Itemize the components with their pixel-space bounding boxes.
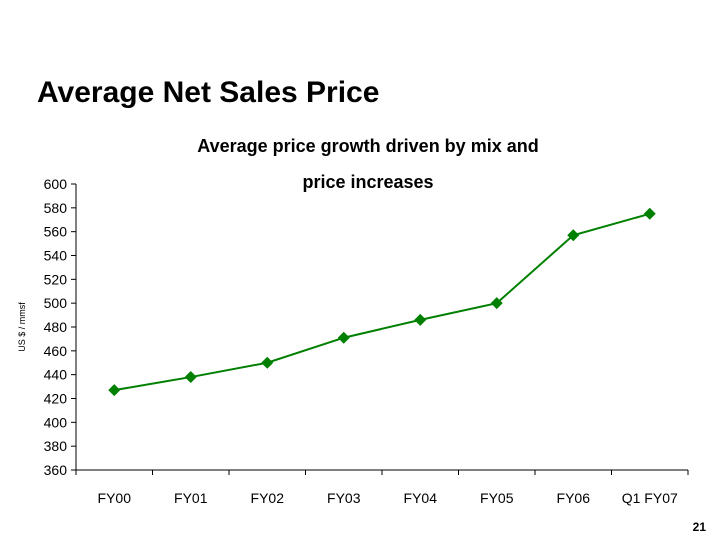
y-tick-label: 600 <box>44 176 68 192</box>
series-line <box>114 212 651 392</box>
y-tick-label: 520 <box>44 271 68 287</box>
data-point <box>567 229 580 242</box>
y-tick-label: 580 <box>44 200 68 216</box>
data-point <box>643 207 656 220</box>
data-point <box>490 297 503 310</box>
y-tick-label: 560 <box>44 224 68 240</box>
x-tick-label: FY02 <box>251 490 285 506</box>
data-point <box>108 384 121 397</box>
y-tick-label: 420 <box>44 391 68 407</box>
data-point <box>337 331 350 344</box>
page-number: 21 <box>692 520 706 534</box>
x-tick-label: FY06 <box>557 490 591 506</box>
y-axis-label: US $ / mmsf <box>17 302 27 352</box>
y-tick-label: 380 <box>44 438 68 454</box>
chart-title-line-1: Average price growth driven by mix and <box>197 136 539 156</box>
data-point <box>184 371 197 384</box>
x-tick-label: FY04 <box>404 490 438 506</box>
x-tick-label: FY05 <box>480 490 514 506</box>
chart-title-line-2: price increases <box>302 172 434 192</box>
y-tick-label: 360 <box>44 462 68 478</box>
x-tick-label: FY03 <box>327 490 361 506</box>
y-tick-label: 480 <box>44 319 68 335</box>
y-tick-label: 440 <box>44 367 68 383</box>
x-tick-label: FY00 <box>98 490 132 506</box>
y-tick-label: 460 <box>44 343 68 359</box>
x-tick-label: Q1 FY07 <box>622 490 678 506</box>
y-tick-label: 540 <box>44 248 68 264</box>
x-tick-label: FY01 <box>174 490 208 506</box>
y-tick-label: 400 <box>44 414 68 430</box>
slide-title: Average Net Sales Price <box>37 76 380 109</box>
data-point <box>261 356 274 369</box>
data-point <box>414 313 427 326</box>
chart-title: Average price growth driven by mix and p… <box>160 128 576 200</box>
y-tick-label: 500 <box>44 295 68 311</box>
